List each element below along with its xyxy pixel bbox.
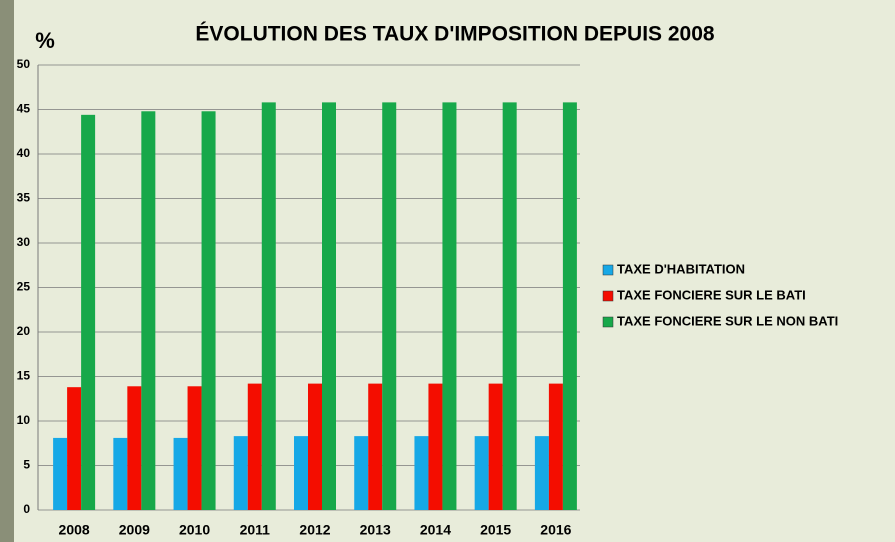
- bar: [562, 102, 577, 510]
- x-tick-label: 2014: [420, 522, 451, 538]
- x-tick-label: 2008: [59, 522, 90, 538]
- legend-label: TAXE FONCIERE SUR LE NON BATI: [617, 313, 838, 328]
- y-tick-label: 45: [17, 102, 31, 116]
- y-tick-label: 35: [17, 191, 31, 205]
- bar: [502, 102, 517, 510]
- bar: [428, 383, 443, 510]
- bar: [474, 436, 489, 510]
- bar: [548, 383, 563, 510]
- legend-label: TAXE FONCIERE SUR LE BATI: [617, 287, 806, 302]
- photo-edge: [0, 0, 14, 542]
- x-tick-label: 2016: [540, 522, 571, 538]
- bar: [187, 386, 202, 510]
- y-tick-label: 50: [17, 57, 31, 71]
- y-tick-label: 40: [17, 146, 31, 160]
- bar: [294, 436, 308, 510]
- y-tick-label: 20: [17, 324, 31, 338]
- legend-swatch: [602, 264, 614, 276]
- x-tick-label: 2015: [480, 522, 511, 538]
- y-tick-label: 10: [17, 413, 31, 427]
- y-axis-label: %: [35, 28, 55, 53]
- bar: [488, 383, 503, 510]
- y-tick-label: 0: [23, 502, 30, 516]
- bar: [308, 383, 322, 510]
- x-tick-label: 2012: [299, 522, 330, 538]
- x-tick-label: 2009: [119, 522, 150, 538]
- bar: [127, 386, 142, 510]
- bar: [247, 383, 262, 510]
- bar: [382, 102, 397, 510]
- y-tick-label: 30: [17, 235, 31, 249]
- bar: [141, 111, 156, 510]
- bar: [354, 436, 369, 510]
- bar: [414, 436, 429, 510]
- bar: [173, 437, 188, 510]
- x-tick-label: 2013: [360, 522, 391, 538]
- x-tick-label: 2010: [179, 522, 210, 538]
- bar: [201, 111, 216, 510]
- y-tick-label: 5: [23, 458, 30, 472]
- bar: [81, 114, 96, 510]
- legend-swatch: [602, 290, 614, 302]
- x-tick-label: 2011: [240, 522, 271, 538]
- bar: [442, 102, 457, 510]
- bar: [322, 102, 336, 510]
- y-tick-label: 25: [17, 280, 31, 294]
- chart-title: ÉVOLUTION DES TAUX D'IMPOSITION DEPUIS 2…: [195, 23, 715, 46]
- legend-swatch: [602, 316, 614, 328]
- bar: [261, 102, 276, 510]
- bar: [233, 436, 248, 510]
- y-tick-label: 15: [17, 369, 31, 383]
- bar: [53, 437, 68, 510]
- bar: [113, 437, 128, 510]
- bar: [534, 436, 549, 510]
- bar: [368, 383, 383, 510]
- legend-label: TAXE D'HABITATION: [617, 261, 745, 276]
- bar: [67, 387, 82, 510]
